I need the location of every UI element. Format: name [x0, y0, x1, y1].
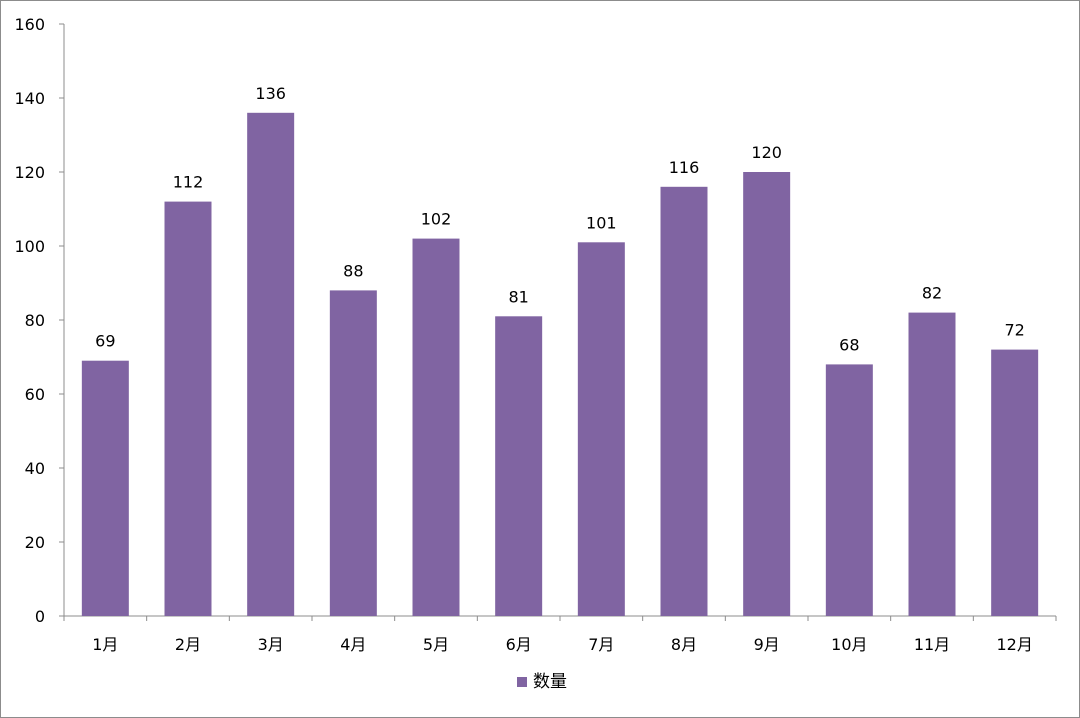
- x-axis: 1月 2月 3月 4月 5月 6月 7月 8月 9月 10月 11月 12月: [63, 615, 1057, 654]
- legend-label: 数量: [533, 672, 567, 692]
- x-tick-label: 6月: [506, 635, 532, 654]
- x-tick-label: 2月: [175, 635, 201, 654]
- bar: [329, 290, 377, 616]
- x-tick-label: 4月: [340, 635, 366, 654]
- data-label: 68: [839, 335, 859, 354]
- x-tick-label: 10月: [831, 635, 867, 654]
- y-tick-label: 140: [14, 89, 45, 108]
- y-axis: 0 20 40 60 80 100 120 140 160: [14, 15, 65, 626]
- y-tick-label: 120: [14, 163, 45, 182]
- y-tick-label: 20: [25, 533, 45, 552]
- y-tick-label: 160: [14, 15, 45, 34]
- bar: [412, 238, 460, 616]
- x-tick-label: 12月: [996, 635, 1032, 654]
- data-label: 102: [421, 210, 452, 229]
- bar: [743, 172, 791, 616]
- bar: [164, 201, 212, 616]
- data-label: 81: [508, 287, 528, 306]
- x-tick-label: 1月: [92, 635, 118, 654]
- x-tick-label: 5月: [423, 635, 449, 654]
- y-tick-label: 80: [25, 311, 45, 330]
- bar: [991, 349, 1039, 616]
- data-labels: 69 112 136 88 102 81 101 116 120 68 82 72: [95, 84, 1025, 355]
- data-label: 101: [586, 213, 617, 232]
- x-tick-label: 7月: [588, 635, 614, 654]
- bar: [577, 242, 625, 617]
- bar: [908, 312, 956, 616]
- bar: [660, 186, 708, 617]
- bar: [495, 316, 543, 616]
- data-label: 112: [173, 173, 204, 192]
- y-tick-label: 0: [35, 607, 45, 626]
- bar: [825, 364, 873, 616]
- data-label: 69: [95, 332, 115, 351]
- data-label: 120: [751, 143, 782, 162]
- bar: [81, 360, 129, 616]
- data-label: 136: [255, 84, 286, 103]
- legend: 数量: [517, 672, 567, 692]
- x-tick-label: 9月: [754, 635, 780, 654]
- bar-series: [81, 112, 1039, 617]
- data-label: 88: [343, 261, 363, 280]
- x-tick-label: 3月: [258, 635, 284, 654]
- data-label: 72: [1004, 321, 1024, 340]
- data-label: 82: [922, 284, 942, 303]
- data-label: 116: [669, 158, 700, 177]
- y-tick-label: 60: [25, 385, 45, 404]
- x-tick-label: 8月: [671, 635, 697, 654]
- y-tick-label: 40: [25, 459, 45, 478]
- y-tick-label: 100: [14, 237, 45, 256]
- legend-swatch: [517, 677, 527, 687]
- bar: [247, 112, 295, 617]
- x-tick-label: 11月: [914, 635, 950, 654]
